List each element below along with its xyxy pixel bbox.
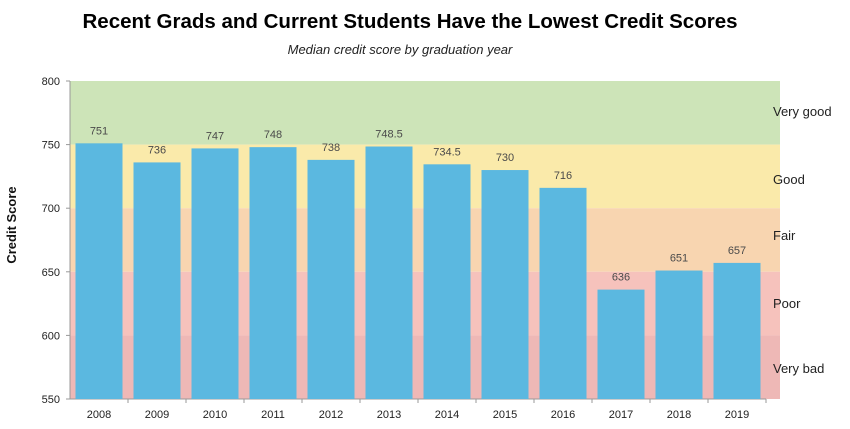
- x-tick-labels: 2008 2009 2010 2011 2012 2013 2014 2015 2016 2017…: [87, 399, 767, 421]
- bar-value-label: 730: [496, 152, 514, 164]
- x-tick-label: 2018: [667, 409, 691, 421]
- x-tick-label: 2013: [377, 409, 401, 421]
- band-very-good: [70, 81, 780, 145]
- bars: [75, 143, 761, 399]
- bar-2011: [249, 147, 297, 399]
- x-tick-label: 2017: [609, 409, 633, 421]
- bar-value-label: 738: [322, 142, 340, 154]
- x-tick-label: 2016: [551, 409, 575, 421]
- bar-value-label: 748.5: [375, 129, 403, 141]
- y-tick-label: 550: [42, 394, 60, 406]
- y-tick-label: 650: [42, 267, 60, 279]
- bar-value-label: 736: [148, 144, 166, 156]
- bar-2014: [423, 164, 471, 399]
- bar-2013: [365, 146, 413, 399]
- bar-value-label: 748: [264, 129, 282, 141]
- bar-2010: [191, 148, 239, 399]
- chart-subtitle: Median credit score by graduation year: [287, 42, 513, 57]
- x-tick-label: 2015: [493, 409, 517, 421]
- bar-value-label: 734.5: [433, 146, 461, 158]
- bar-2018: [655, 270, 703, 399]
- x-tick-label: 2012: [319, 409, 343, 421]
- band-label: Poor: [773, 296, 801, 311]
- bar-2012: [307, 159, 355, 399]
- y-tick-label: 750: [42, 140, 60, 152]
- bar-value-label: 636: [612, 272, 630, 284]
- bar-value-label: 716: [554, 170, 572, 182]
- x-tick-label: 2009: [145, 409, 169, 421]
- y-axis-label: Credit Score: [4, 186, 19, 263]
- bar-2017: [597, 289, 645, 399]
- y-tick-label: 700: [42, 203, 60, 215]
- x-tick-label: 2011: [261, 409, 285, 421]
- y-tick-labels: 550 600 650 700 750 800: [42, 76, 70, 406]
- x-tick-label: 2014: [435, 409, 459, 421]
- bar-2009: [133, 162, 181, 399]
- chart-title: Recent Grads and Current Students Have t…: [82, 10, 738, 33]
- band-labels: Very good Good Fair Poor Very bad: [773, 104, 832, 376]
- y-tick-label: 800: [42, 76, 60, 88]
- band-label: Very good: [773, 104, 832, 119]
- band-label: Fair: [773, 228, 796, 243]
- y-tick-label: 600: [42, 330, 60, 342]
- bar-value-label: 751: [90, 125, 108, 137]
- bar-2015: [481, 170, 529, 399]
- bar-value-label: 651: [670, 253, 688, 265]
- band-label: Very bad: [773, 361, 824, 376]
- x-tick-label: 2019: [725, 409, 749, 421]
- bar-2016: [539, 187, 587, 399]
- x-tick-label: 2008: [87, 409, 111, 421]
- bar-value-label: 657: [728, 245, 746, 257]
- band-label: Good: [773, 172, 805, 187]
- bar-2019: [713, 262, 761, 399]
- bar-value-label: 747: [206, 130, 224, 142]
- bar-value-labels: 751 736 747 748 738 748.5 734.5 730 716 636 651 657: [90, 125, 746, 283]
- bar-2008: [75, 143, 123, 399]
- x-tick-label: 2010: [203, 409, 227, 421]
